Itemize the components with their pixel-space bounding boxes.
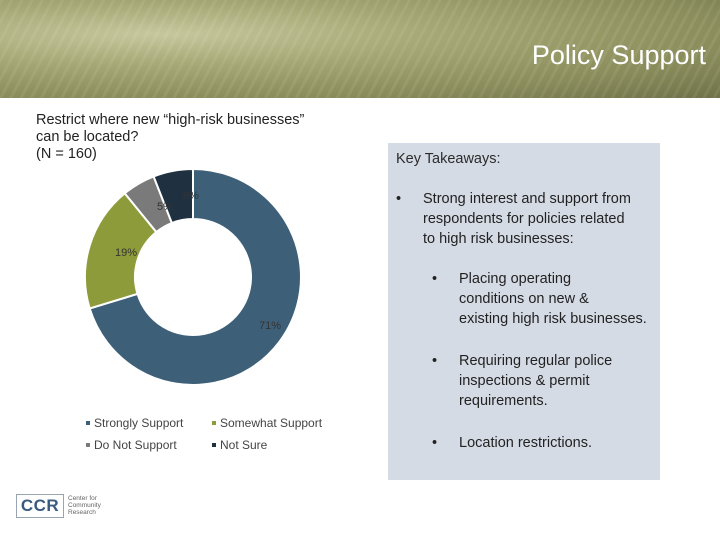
key-takeaways-panel: Key Takeaways: • Strong interest and sup… [388,143,660,480]
takeaway-main-text: Strong interest and support from respond… [423,189,631,249]
slice-label-somewhat-support: 19% [115,247,137,259]
slice-label-do-not-support: 5% [157,201,173,213]
question-sample-size: (N = 160) [36,146,97,162]
takeaway-item: Placing operating conditions on new & ex… [459,269,647,329]
legend-swatch [86,421,90,425]
takeaway-line: respondents for policies related [423,211,625,227]
slice-label-strongly-support: 71% [259,320,281,332]
legend-swatch [212,443,216,447]
takeaway-line: Requiring regular police [459,353,613,369]
slice-label-not-sure: 6% [183,190,199,202]
legend-label: Somewhat Support [220,416,323,430]
legend-item-not-sure: Not Sure [212,438,267,452]
takeaway-item: Location restrictions. [459,433,592,453]
legend-item-do-not-support: Do Not Support [86,438,177,452]
key-takeaways-title: Key Takeaways: [396,151,501,167]
takeaway-line: conditions on new & [459,291,589,307]
sub-bullet-icon: • [432,435,438,451]
takeaway-line: Strong interest and support from [423,191,631,207]
takeaway-line: existing high risk businesses. [459,311,647,327]
legend-label: Do Not Support [94,438,177,452]
page-title: Policy Support [531,40,706,70]
legend-label: Not Sure [220,438,268,452]
takeaway-line: requirements. [459,393,548,409]
legend-item-strongly-support: Strongly Support [86,416,183,430]
legend-item-somewhat-support: Somewhat Support [212,416,322,430]
question-line: Restrict where new “high-risk businesses… [36,112,305,128]
legend-label: Strongly Support [94,416,184,430]
slice-strongly-support [88,167,302,386]
takeaway-line: to high risk businesses: [423,231,574,247]
takeaway-item: Requiring regular police inspections & p… [459,351,612,411]
takeaway-line: Placing operating [459,271,572,287]
chart-question: Restrict where new “high-risk businesses… [36,112,336,163]
logo-mark: CCR [16,494,64,518]
header-banner: Policy Support [0,0,720,98]
legend-swatch [212,421,216,425]
logo-name: Center for Community Research [68,495,101,516]
sub-bullet-icon: • [432,271,438,287]
takeaway-line: Location restrictions. [459,435,592,451]
takeaway-line: inspections & permit [459,373,590,389]
legend-swatch [86,443,90,447]
sub-bullet-icon: • [432,353,438,369]
logo-name-line: Center for [68,495,97,502]
slice-not-sure [152,167,194,225]
question-line: can be located? [36,129,139,145]
logo-name-line: Community [68,502,101,509]
logo-name-line: Research [68,509,96,516]
donut-slices [84,167,302,386]
bullet-icon: • [396,191,402,207]
